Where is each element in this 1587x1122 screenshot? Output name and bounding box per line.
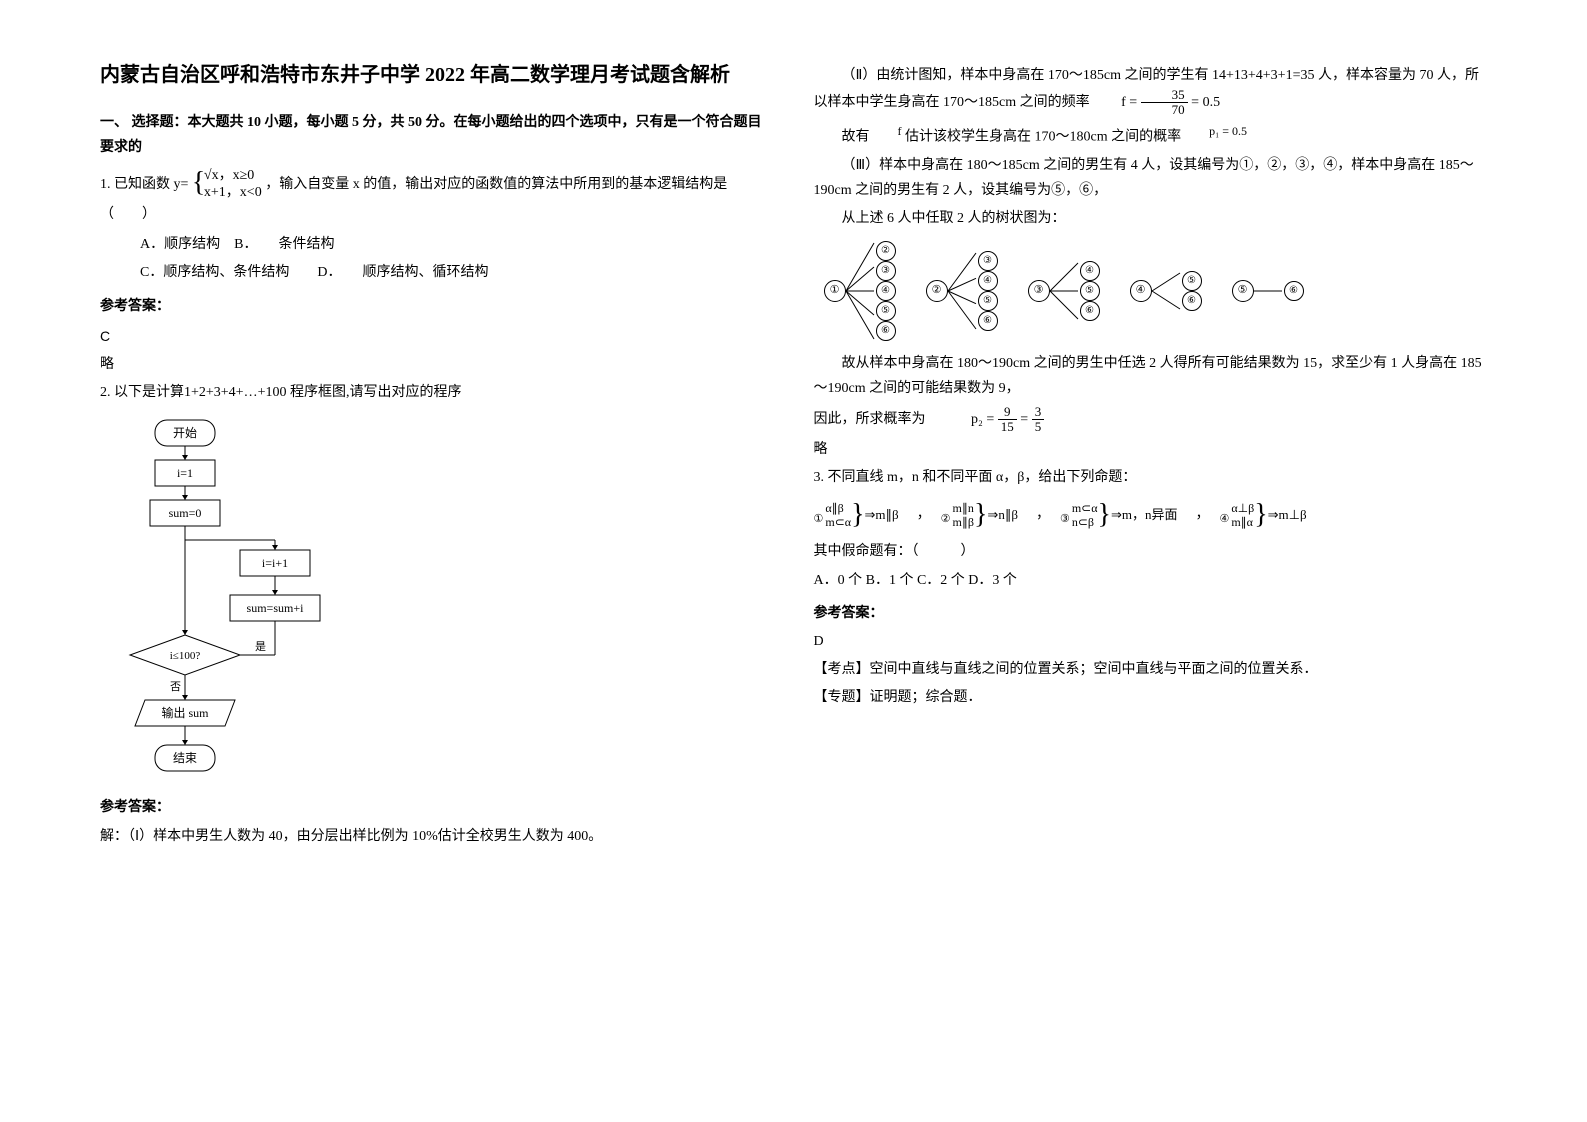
page-title: 内蒙古自治区呼和浩特市东井子中学 2022 年高二数学理月考试题含解析 (100, 60, 774, 90)
tree-root-node: ⑤ (1232, 280, 1254, 302)
proposition: ④α⊥βm∥α}⇒m⊥β (1219, 501, 1306, 530)
tree-group: ③ ④⑤⑥ (1028, 261, 1100, 321)
q1-note: 略 (100, 352, 774, 377)
q2-sol-p5: 从上述 6 人中任取 2 人的树状图为： (814, 206, 1488, 231)
q1-stem: 1. 已知函数 y= { √x，x≥0 x+1，x<0 ，输入自变量 x 的值，… (100, 168, 774, 227)
right-column: （Ⅱ）由统计图知，样本中身高在 170～185cm 之间的学生有 14+13+4… (794, 60, 1508, 1062)
piecewise-bot: x+1，x<0 (204, 185, 262, 200)
q1-optB: B． 条件结构 (234, 237, 334, 252)
svg-text:否: 否 (170, 681, 181, 693)
separator: ， (1195, 502, 1209, 527)
tree-child-node: ⑤ (876, 301, 896, 321)
prop-premises: α∥βm⊂α (825, 501, 851, 530)
prop-premises: m⊂αn⊂β (1072, 501, 1098, 530)
q2-answer-label: 参考答案： (100, 795, 774, 820)
svg-text:是: 是 (255, 640, 266, 653)
svg-text:i=i+1: i=i+1 (262, 556, 288, 570)
fraction-f: f = 3570 = 0.5 (1093, 88, 1220, 118)
q3-propositions: ①α∥βm⊂α}⇒m∥β，②m∥nm∥β}⇒n∥β，③m⊂αn⊂β}⇒m，n异面… (814, 501, 1488, 530)
q2-sol-p4: （Ⅲ）样本中身高在 180～185cm 之间的男生有 4 人，设其编号为①，②，… (814, 153, 1488, 203)
tree-group: ⑤⑥ (1232, 279, 1304, 303)
q2-sol-p1: 解：（Ⅰ）样本中男生人数为 40，由分层出样比例为 10%估计全校男生人数为 4… (100, 824, 774, 849)
tree-child-node: ⑥ (876, 321, 896, 341)
svg-text:i=1: i=1 (177, 466, 193, 480)
q2-stem: 2. 以下是计算1+2+3+4+…+100 程序框图,请写出对应的程序 (100, 380, 774, 405)
q2-sol-p2: （Ⅱ）由统计图知，样本中身高在 170～185cm 之间的学生有 14+13+4… (814, 63, 1488, 118)
q1-optD: D． 顺序结构、循环结构 (317, 265, 488, 280)
tree-root-node: ④ (1130, 280, 1152, 302)
q2-flowchart: 开始 i=1 sum=0 i=i+1 sum=sum+i (120, 415, 774, 785)
piecewise-top: √x，x≥0 (204, 168, 254, 183)
prop-number: ④ (1219, 510, 1229, 530)
left-column: 内蒙古自治区呼和浩特市东井子中学 2022 年高二数学理月考试题含解析 一、 选… (80, 60, 794, 1062)
q1-answer-label: 参考答案： (100, 294, 774, 319)
svg-text:sum=sum+i: sum=sum+i (247, 601, 305, 615)
svg-text:sum=0: sum=0 (169, 506, 202, 520)
section-1-header: 一、 选择题：本大题共 10 小题，每小题 5 分，共 50 分。在每小题给出的… (100, 110, 774, 160)
svg-text:i≤100?: i≤100? (170, 650, 201, 662)
tree-child-node: ⑥ (1182, 291, 1202, 311)
q1-piecewise: { √x，x≥0 x+1，x<0 (192, 168, 262, 202)
q3-note2: 【专题】证明题；综合题． (814, 685, 1488, 710)
tree-child-node: ④ (876, 281, 896, 301)
tree-child-node: ⑤ (978, 291, 998, 311)
q3-answer-label: 参考答案： (814, 601, 1488, 626)
q3-opts: A．0 个 B．1 个 C．2 个 D．3 个 (814, 568, 1488, 593)
q1-answer: C (100, 324, 774, 349)
q2-sol-note: 略 (814, 437, 1488, 462)
tree-child-node: ⑥ (1284, 281, 1304, 301)
q2-sol-p6: 故从样本中身高在 180～190cm 之间的男生中任选 2 人得所有可能结果数为… (814, 351, 1488, 401)
tree-root-node: ② (926, 280, 948, 302)
q1-options: A．顺序结构 B． 条件结构 C．顺序结构、条件结构 D． 顺序结构、循环结构 (140, 232, 774, 285)
prop-number: ② (941, 510, 951, 530)
proposition: ①α∥βm⊂α}⇒m∥β (814, 501, 899, 530)
tree-child-node: ② (876, 241, 896, 261)
tree-root-node: ③ (1028, 280, 1050, 302)
tree-root-node: ① (824, 280, 846, 302)
prop-conclusion: ⇒n∥β (987, 503, 1018, 526)
svg-text:输出 sum: 输出 sum (161, 705, 209, 720)
bracket-icon: } (1098, 508, 1111, 522)
proposition: ③m⊂αn⊂β}⇒m，n异面 (1060, 501, 1178, 530)
q2-sol-p3: 故有f 估计该校学生身高在 170～180cm 之间的概率p₁ = 0.5 (814, 121, 1488, 150)
tree-child-node: ④ (1080, 261, 1100, 281)
tree-child-node: ③ (978, 251, 998, 271)
svg-text:结束: 结束 (173, 751, 197, 765)
proposition: ②m∥nm∥β}⇒n∥β (941, 501, 1018, 530)
prop-conclusion: ⇒m∥β (865, 503, 899, 526)
q1-optA: A．顺序结构 (140, 237, 220, 252)
q1-stem-pre: 1. 已知函数 y= (100, 177, 188, 192)
svg-text:开始: 开始 (173, 426, 197, 440)
prop-conclusion: ⇒m，n异面 (1111, 503, 1178, 526)
prop-number: ① (814, 510, 824, 530)
tree-child-node: ⑤ (1182, 271, 1202, 291)
prop-premises: α⊥βm∥α (1231, 501, 1254, 530)
q3-note1: 【考点】空间中直线与直线之间的位置关系；空间中直线与平面之间的位置关系． (814, 657, 1488, 682)
q2-expr: 1+2+3+4+…+100 (184, 380, 286, 405)
tree-child-node: ⑤ (1080, 281, 1100, 301)
tree-group: ① ②③④⑤⑥ (824, 241, 896, 341)
tree-group: ② ③④⑤⑥ (926, 251, 998, 331)
separator: ， (917, 502, 931, 527)
tree-child-node: ⑥ (1080, 301, 1100, 321)
q2-sol-p7: 因此，所求概率为 p₂ = 915 = 35 (814, 405, 1488, 435)
prop-conclusion: ⇒m⊥β (1268, 503, 1307, 526)
brace-icon: { (192, 166, 205, 200)
bracket-icon: } (851, 508, 864, 522)
p2-fraction: p₂ = 915 = 35 (971, 405, 1044, 435)
bracket-icon: } (974, 508, 987, 522)
bracket-icon: } (1254, 508, 1267, 522)
q1-optC: C．顺序结构、条件结构 (140, 265, 289, 280)
tree-child-node: ⑥ (978, 311, 998, 331)
prop-premises: m∥nm∥β (953, 501, 974, 530)
tree-diagram: ①②③④⑤⑥②③④⑤⑥③④⑤⑥④⑤⑥⑤⑥ (814, 241, 1488, 341)
separator: ， (1036, 502, 1050, 527)
tree-child-node: ③ (876, 261, 896, 281)
q3-tail: 其中假命题有：（ ） (814, 539, 1488, 564)
prop-number: ③ (1060, 510, 1070, 530)
tree-child-node: ④ (978, 271, 998, 291)
tree-group: ④ ⑤⑥ (1130, 271, 1202, 311)
q3-answer: D (814, 629, 1488, 654)
q3-stem: 3. 不同直线 m，n 和不同平面 α，β，给出下列命题： (814, 465, 1488, 490)
